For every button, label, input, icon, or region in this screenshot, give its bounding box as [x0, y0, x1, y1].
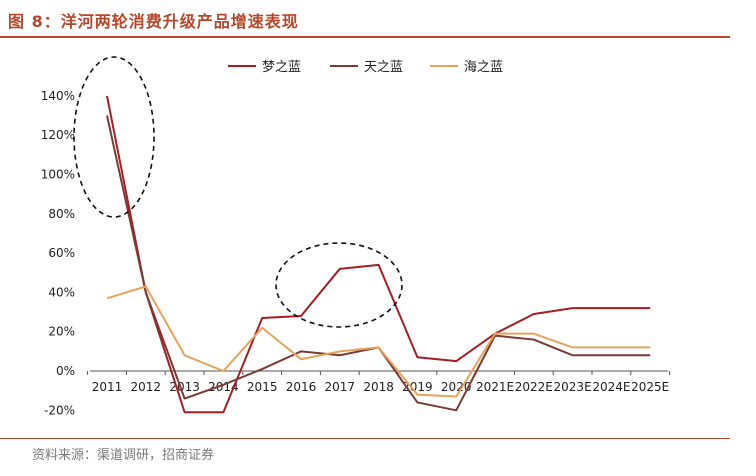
source-note: 资料来源：渠道调研，招商证券	[32, 448, 215, 463]
title-divider	[0, 36, 730, 38]
x-tick-label: 2020	[441, 380, 472, 394]
legend: 梦之蓝 天之蓝 海之蓝	[228, 60, 503, 75]
y-tick-label: 120%	[41, 128, 75, 142]
highlight-ellipse-2016-2018	[275, 242, 403, 328]
chart-title: 图 8：洋河两轮消费升级产品增速表现	[8, 12, 299, 31]
x-tick-label: 2017	[325, 380, 356, 394]
x-tick-label: 2018	[363, 380, 394, 394]
series-line-1	[106, 115, 651, 412]
source-divider	[0, 438, 730, 439]
y-tick-label: 140%	[41, 89, 75, 103]
line-chart: 梦之蓝 天之蓝 海之蓝 -20% 0% 20% 40% 60% 80% 100% 120% 140%…	[41, 56, 671, 417]
legend-label: 海之蓝	[464, 60, 503, 75]
x-tick-label: 2025E	[631, 380, 669, 394]
legend-label: 天之蓝	[364, 60, 403, 75]
series-line-2	[106, 285, 651, 398]
x-tick-label: 2011	[92, 380, 123, 394]
series-line-0	[106, 95, 651, 414]
x-tick-label: 2012	[131, 380, 162, 394]
y-tick-label: -20%	[44, 403, 75, 417]
highlight-ellipse-2011	[73, 56, 155, 218]
x-tick-label: 2014	[208, 380, 239, 394]
x-tick-label: 2016	[286, 380, 317, 394]
legend-label: 梦之蓝	[262, 60, 301, 75]
annotations	[73, 56, 403, 328]
y-tick-label: 80%	[48, 207, 75, 221]
x-tick-label: 2024E	[592, 380, 630, 394]
y-tick-label: 20%	[48, 325, 75, 339]
y-tick-label: 100%	[41, 168, 75, 182]
x-tick-label: 2015	[247, 380, 278, 394]
y-tick-label: 40%	[48, 285, 75, 299]
y-axis: -20% 0% 20% 40% 60% 80% 100% 120% 140%	[41, 89, 75, 417]
x-tick-label: 2022E	[515, 380, 553, 394]
x-tick-label: 2023E	[554, 380, 592, 394]
y-tick-label: 60%	[48, 246, 75, 260]
series-lines	[106, 95, 651, 414]
x-tick-label: 2021E	[476, 380, 514, 394]
y-tick-label: 0%	[56, 364, 75, 378]
